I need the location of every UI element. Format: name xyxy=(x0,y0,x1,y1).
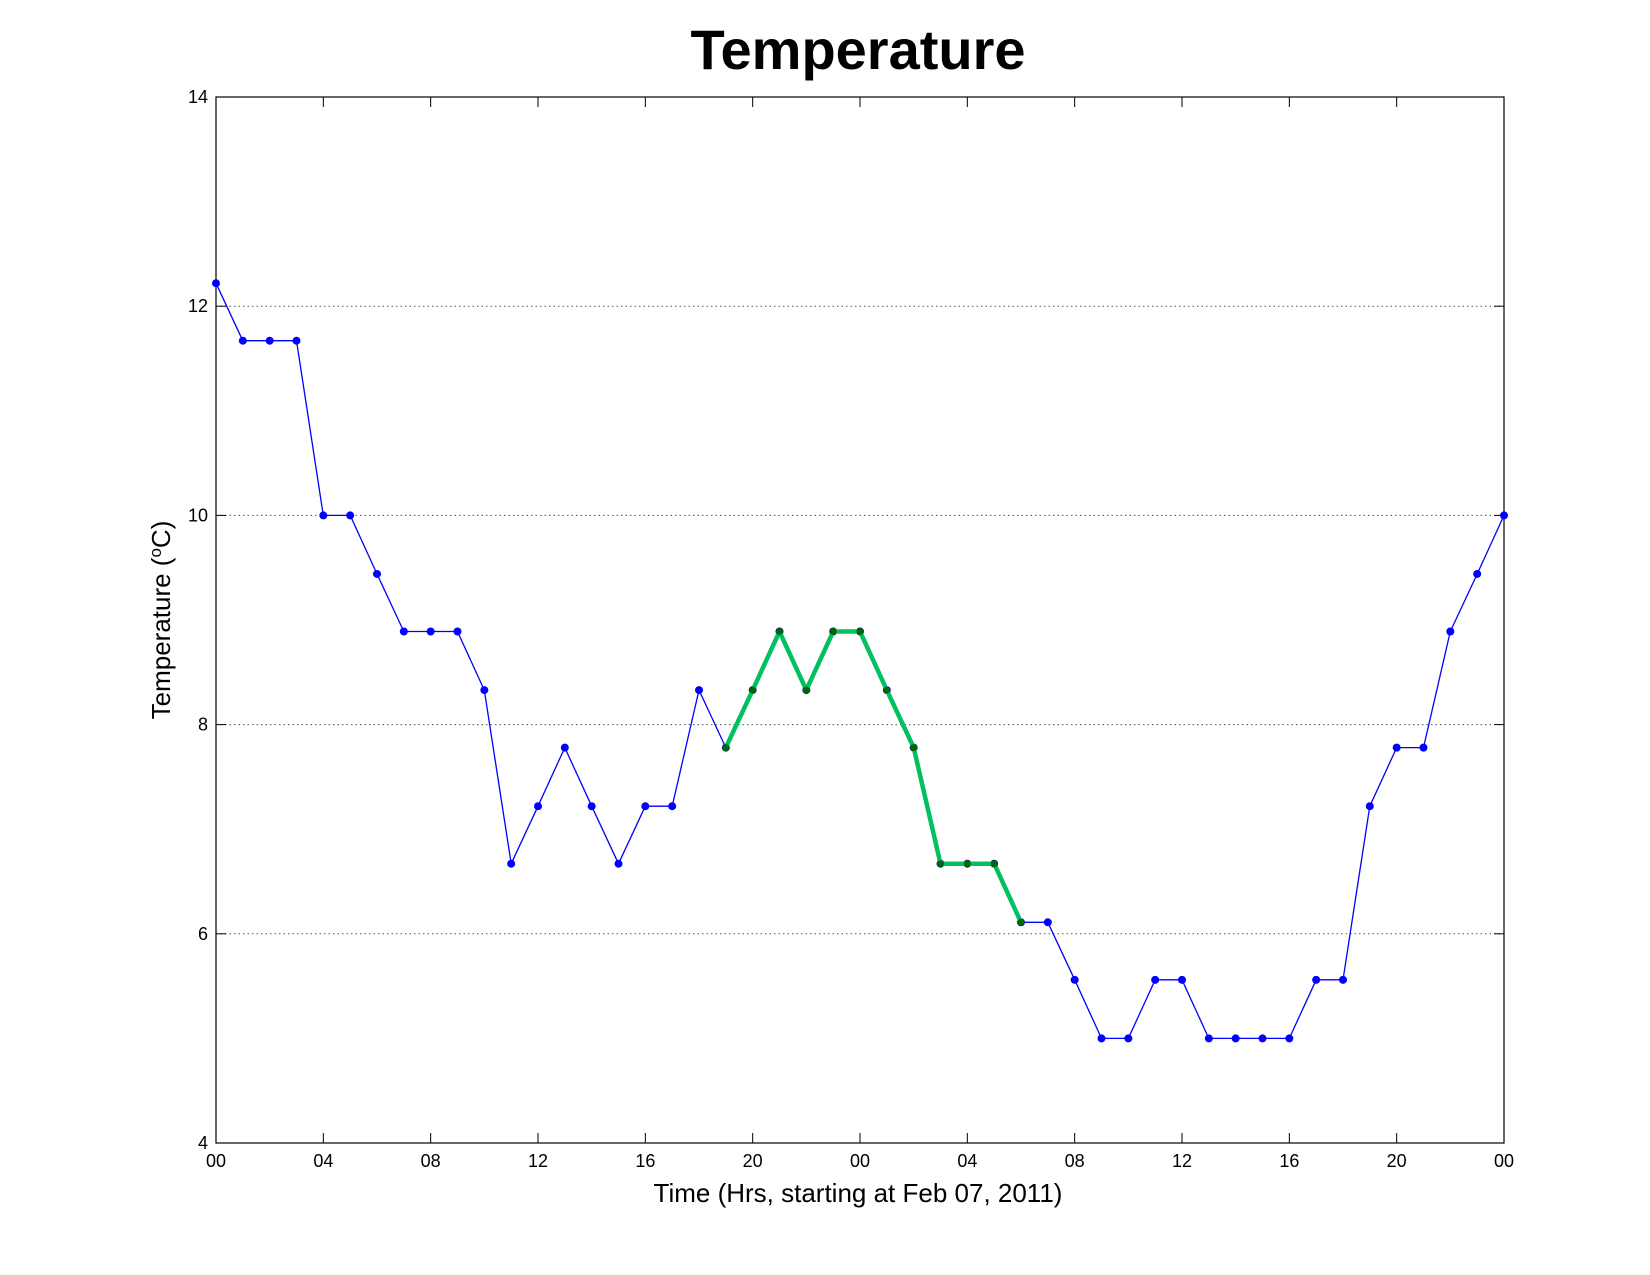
series-line-1 xyxy=(723,629,1024,924)
y-tick-label: 6 xyxy=(198,924,208,944)
chart-title: Temperature xyxy=(690,18,1025,81)
x-tick-label: 08 xyxy=(1065,1151,1085,1171)
data-point xyxy=(856,628,864,636)
y-tick-label: 12 xyxy=(188,296,208,316)
x-tick-label: 20 xyxy=(1387,1151,1407,1171)
x-tick-label: 00 xyxy=(1494,1151,1514,1171)
data-point xyxy=(1339,975,1347,984)
data-point xyxy=(265,336,274,345)
data-point xyxy=(534,802,542,811)
data-point xyxy=(1151,975,1160,984)
plot-area xyxy=(215,96,1505,1144)
data-point xyxy=(1258,1034,1267,1043)
series-line-0 xyxy=(215,282,1505,1040)
data-point xyxy=(1070,975,1079,984)
data-point xyxy=(910,744,918,752)
data-series xyxy=(212,279,1508,1043)
data-point xyxy=(1312,975,1321,984)
x-tick-label: 12 xyxy=(528,1151,548,1171)
x-axis-label: Time (Hrs, starting at Feb 07, 2011) xyxy=(654,1178,1063,1208)
data-point xyxy=(1231,1034,1240,1043)
data-point xyxy=(560,743,569,752)
data-point xyxy=(319,511,328,520)
data-point xyxy=(937,860,944,868)
y-tick-label: 8 xyxy=(198,715,208,735)
y-tick-label: 14 xyxy=(188,87,208,107)
data-point xyxy=(1365,802,1374,811)
data-point xyxy=(641,802,650,811)
data-point xyxy=(749,686,757,694)
data-point xyxy=(1017,918,1025,926)
data-point xyxy=(1178,975,1186,984)
data-point xyxy=(668,802,677,811)
data-point xyxy=(587,802,596,811)
y-tick-label: 4 xyxy=(198,1133,208,1153)
data-point xyxy=(238,336,247,345)
data-point xyxy=(695,686,703,695)
grid-lines xyxy=(216,305,1504,935)
data-point xyxy=(399,627,408,636)
x-tick-label: 04 xyxy=(313,1151,333,1171)
x-tick-label: 16 xyxy=(635,1151,655,1171)
data-point xyxy=(480,686,489,695)
data-point xyxy=(1419,743,1428,752)
data-point xyxy=(1204,1034,1213,1043)
x-tick-label: 20 xyxy=(743,1151,763,1171)
y-tick-label: 10 xyxy=(188,505,208,525)
x-tick-label: 04 xyxy=(957,1151,977,1171)
data-point xyxy=(1500,511,1508,520)
data-point xyxy=(614,859,623,868)
data-point xyxy=(346,511,355,520)
data-point xyxy=(776,628,783,636)
data-point xyxy=(507,859,516,868)
data-point xyxy=(1124,1034,1133,1043)
data-point xyxy=(1285,1034,1294,1043)
data-point xyxy=(1392,743,1401,752)
data-point xyxy=(1043,918,1052,927)
axis-ticks: 4 6 8 10 12 14 00 04 08 12 16 20 00 04 08 12 16 20 00 xyxy=(188,87,1514,1171)
x-tick-label: 08 xyxy=(421,1151,441,1171)
data-point xyxy=(963,860,971,868)
data-point xyxy=(1446,627,1455,636)
x-tick-label: 00 xyxy=(206,1151,226,1171)
x-tick-label: 16 xyxy=(1279,1151,1299,1171)
data-point xyxy=(722,744,730,752)
data-point xyxy=(883,686,891,694)
data-point xyxy=(1097,1034,1106,1043)
data-point xyxy=(1473,569,1482,578)
data-point xyxy=(990,860,998,868)
x-tick-label: 12 xyxy=(1172,1151,1192,1171)
data-point xyxy=(426,627,435,636)
data-point xyxy=(212,279,220,288)
data-point xyxy=(373,569,381,578)
data-point xyxy=(292,336,301,345)
x-tick-label: 00 xyxy=(850,1151,870,1171)
data-point xyxy=(453,627,462,636)
y-axis-label: Temperature (oC) xyxy=(146,521,176,720)
data-point xyxy=(802,686,810,694)
data-point xyxy=(829,628,837,636)
